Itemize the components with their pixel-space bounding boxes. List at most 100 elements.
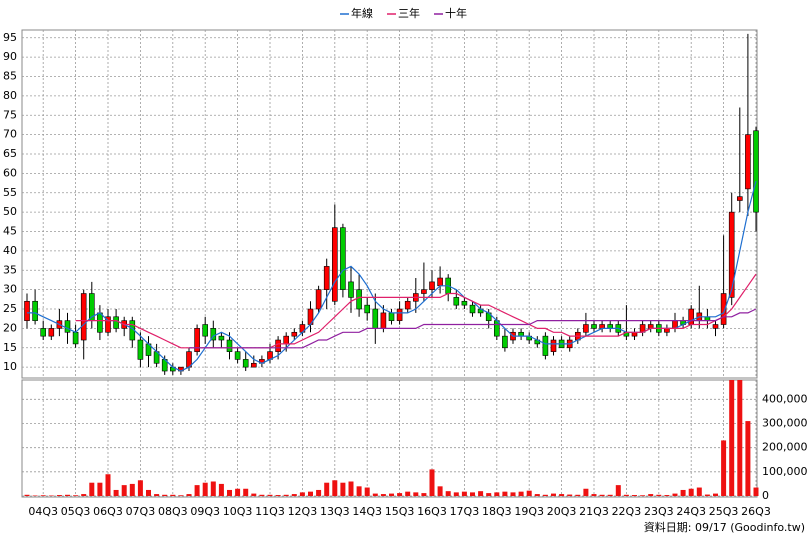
candle-body	[40, 328, 47, 337]
x-tick-label: 04Q3	[28, 505, 58, 518]
candle-body	[48, 328, 55, 337]
candle-body	[72, 331, 79, 345]
candle-body	[202, 324, 208, 337]
volume-bar	[486, 493, 492, 496]
volume-bar	[648, 494, 654, 496]
volume-bar	[40, 495, 46, 496]
volume-bar	[380, 494, 386, 496]
y-tick-label: 55	[3, 186, 17, 199]
x-tick-label: 25Q3	[709, 505, 739, 518]
volume-bar	[24, 494, 30, 496]
x-tick-label: 11Q3	[255, 505, 285, 518]
y-tick-label: 45	[3, 225, 17, 238]
candle-body	[550, 339, 557, 352]
volume-bar	[259, 494, 265, 496]
volume-bar	[664, 495, 670, 496]
volume-bar	[494, 492, 500, 496]
candle-body	[469, 304, 476, 314]
candle-body	[753, 130, 759, 213]
volume-bar	[340, 482, 346, 496]
volume-bar	[137, 480, 143, 496]
volume-bar	[251, 493, 257, 496]
candle-body	[688, 308, 695, 325]
volume-bar	[65, 494, 70, 496]
volume-bar	[721, 440, 727, 496]
volume-bar	[89, 482, 95, 496]
volume-bar	[688, 488, 694, 496]
volume-bar	[299, 492, 305, 496]
volume-bar	[162, 494, 168, 496]
volume-bar	[291, 494, 297, 496]
volume-bar	[696, 487, 702, 496]
x-tick-label: 07Q3	[126, 505, 156, 518]
volume-bar	[105, 474, 111, 496]
volume-bar	[526, 490, 532, 496]
candle-body	[242, 359, 249, 368]
candle-body	[736, 196, 743, 201]
volume-bar	[324, 482, 330, 496]
y2-tick-label: 100,000	[762, 465, 808, 478]
x-tick-label: 23Q3	[644, 505, 674, 518]
candle-body	[388, 312, 395, 321]
candle-body	[64, 320, 71, 333]
candle-body	[396, 308, 403, 321]
volume-bar	[680, 489, 686, 496]
volume-bar	[445, 491, 451, 496]
candle-body	[80, 293, 87, 341]
volume-bar	[615, 485, 621, 496]
y-tick-label: 30	[3, 283, 17, 296]
volume-bar	[599, 494, 605, 496]
volume-bar	[470, 492, 475, 496]
volume-bar	[356, 486, 362, 496]
volume-bar	[389, 493, 394, 496]
y-tick-label: 70	[3, 128, 17, 141]
candle-body	[404, 300, 411, 310]
volume-bar	[113, 489, 119, 496]
x-tick-label: 15Q3	[385, 505, 415, 518]
volume-bar	[518, 491, 524, 496]
candle-body	[720, 293, 727, 325]
volume-bar	[429, 469, 435, 496]
candle-body	[234, 351, 241, 360]
candle-body	[372, 308, 379, 329]
volume-bar	[372, 493, 378, 496]
candle-body	[340, 227, 346, 290]
volume-bar	[178, 495, 184, 496]
volume-bar	[632, 495, 637, 496]
candle-body	[461, 300, 468, 306]
volume-bar	[421, 493, 427, 496]
candle-body	[105, 316, 111, 333]
volume-bar	[97, 482, 103, 496]
volume-bar	[672, 493, 678, 496]
y-tick-label: 85	[3, 70, 17, 83]
candle-body	[291, 331, 298, 337]
volume-frame	[21, 379, 758, 498]
volume-bar	[218, 483, 224, 496]
volume-bar	[81, 494, 87, 496]
candle-body	[32, 300, 38, 321]
volume-bar	[737, 380, 743, 496]
x-tick-label: 24Q3	[676, 505, 706, 518]
x-tick-label: 21Q3	[579, 505, 609, 518]
volume-bar	[453, 492, 459, 496]
candle-body	[429, 281, 435, 290]
volume-bar	[510, 492, 516, 496]
candle-body	[591, 324, 597, 329]
x-tick-label: 26Q3	[741, 505, 771, 518]
candle-body	[437, 277, 443, 287]
candle-body	[502, 335, 508, 349]
volume-bar	[364, 487, 370, 496]
y2-tick-label: 400,000	[762, 392, 808, 405]
candle-body	[356, 289, 362, 310]
volume-bar	[186, 494, 192, 496]
y-tick-label: 80	[3, 89, 17, 102]
candle-body	[251, 362, 257, 368]
legend-label: 十年	[445, 6, 467, 20]
volume-bar	[308, 491, 313, 496]
y-tick-label: 50	[3, 205, 17, 218]
ma-line	[189, 308, 757, 349]
candle-body	[97, 312, 103, 333]
candle-body	[218, 335, 225, 341]
y-tick-label: 20	[3, 321, 17, 334]
